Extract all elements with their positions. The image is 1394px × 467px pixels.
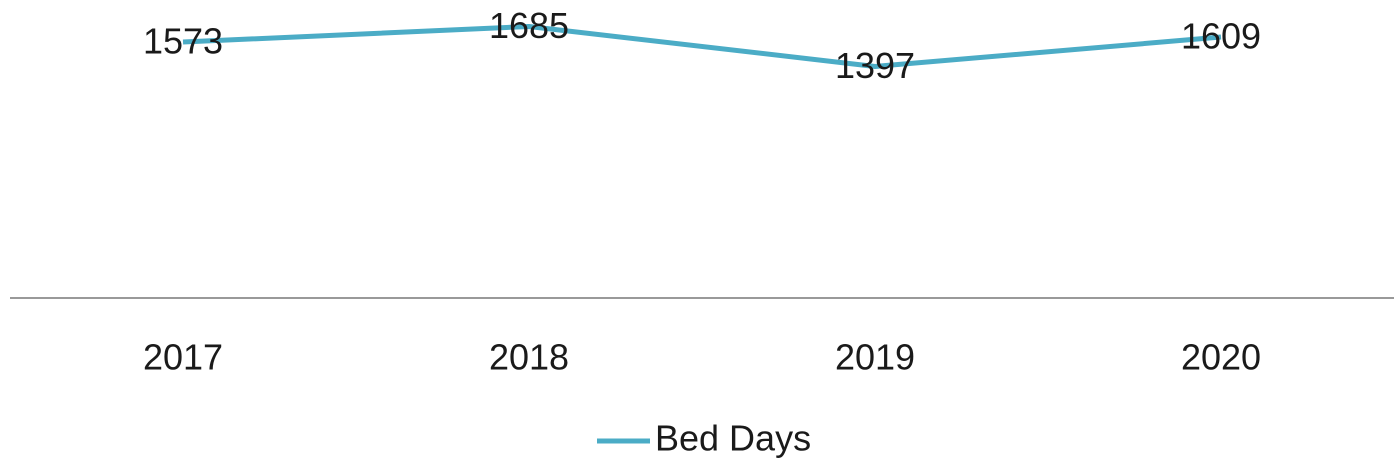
legend-label: Bed Days — [655, 418, 811, 459]
data-label: 1573 — [143, 21, 223, 62]
data-label: 1397 — [835, 45, 915, 86]
x-tick-label: 2020 — [1181, 337, 1261, 378]
x-tick-label: 2017 — [143, 337, 223, 378]
data-label: 1609 — [1181, 16, 1261, 57]
x-tick-label: 2019 — [835, 337, 915, 378]
x-tick-label: 2018 — [489, 337, 569, 378]
data-label: 1685 — [489, 5, 569, 46]
data-line — [182, 23, 1222, 69]
